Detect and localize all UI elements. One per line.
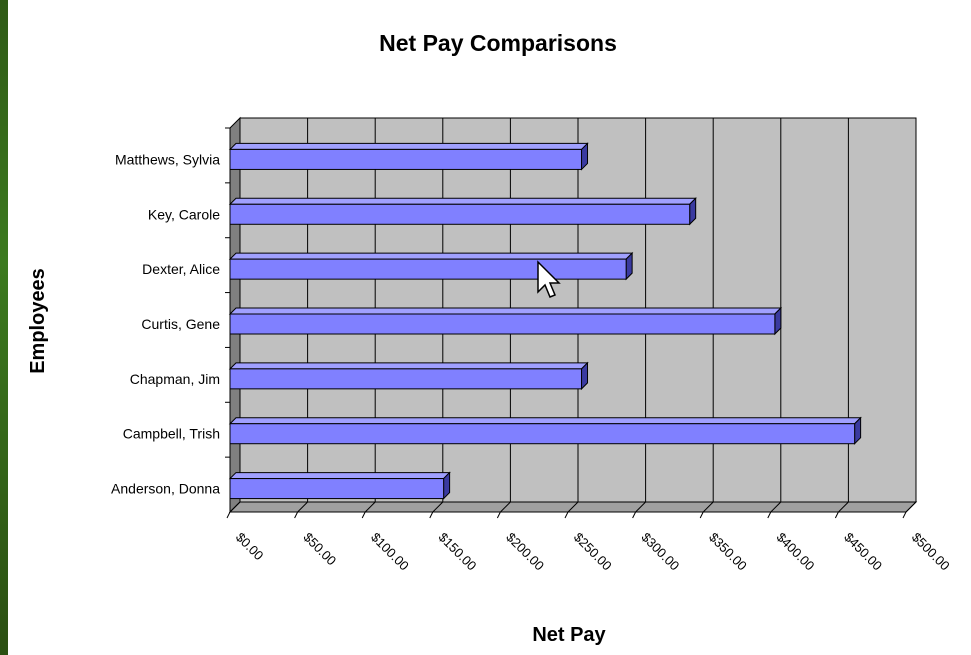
bar xyxy=(228,416,862,445)
x-tick-mark xyxy=(496,511,501,519)
x-tick-label: $250.00 xyxy=(571,530,615,574)
floor-gridline xyxy=(567,501,579,513)
x-tick-label: $0.00 xyxy=(233,530,267,564)
bar-top xyxy=(228,362,589,370)
bar-top xyxy=(228,252,634,260)
bar-front xyxy=(229,368,583,390)
x-tick-label: $400.00 xyxy=(774,530,818,574)
floor-gridline xyxy=(297,501,308,513)
floor-gridline xyxy=(770,501,782,513)
bar-front xyxy=(229,148,583,170)
floor-gridline xyxy=(229,501,241,513)
bar-front xyxy=(229,313,776,335)
floor-gridline xyxy=(635,501,646,513)
bar-top xyxy=(228,417,862,425)
chart-frame: Net Pay Comparisons Employees Net Pay Ma… xyxy=(8,0,971,655)
bar-front xyxy=(229,478,445,500)
x-tick-label: $450.00 xyxy=(841,530,885,574)
floor-gridline xyxy=(838,501,849,513)
bar-front xyxy=(229,258,627,280)
floor-gridline xyxy=(500,501,511,513)
bars xyxy=(228,142,862,500)
x-tick-mark xyxy=(699,511,704,519)
category-label: Curtis, Gene xyxy=(141,316,220,332)
mouse-pointer-icon xyxy=(537,260,561,298)
x-tick-label: $50.00 xyxy=(300,530,339,569)
x-tick-mark xyxy=(632,511,637,519)
x-tick-mark xyxy=(834,511,839,519)
bar-top xyxy=(228,307,783,315)
bar-top xyxy=(228,472,451,480)
bar xyxy=(228,361,589,391)
category-label: Key, Carole xyxy=(148,206,220,222)
category-label: Matthews, Sylvia xyxy=(115,151,220,167)
bar xyxy=(228,306,783,336)
bar-front xyxy=(229,203,691,225)
y-axis-label: Employees xyxy=(27,268,49,374)
bar-front xyxy=(229,423,856,445)
bar xyxy=(228,142,589,171)
x-tick-label: $500.00 xyxy=(909,530,953,574)
x-tick-label: $100.00 xyxy=(368,530,412,574)
floor-gridline xyxy=(432,501,444,513)
category-label: Chapman, Jim xyxy=(130,371,220,387)
bar xyxy=(228,197,697,226)
category-label: Dexter, Alice xyxy=(142,261,220,277)
chart: Net Pay Comparisons Employees Net Pay Ma… xyxy=(27,30,953,646)
x-tick-mark xyxy=(361,511,366,519)
x-axis-label: Net Pay xyxy=(532,624,606,646)
x-tick-mark xyxy=(429,511,434,519)
bar-top xyxy=(228,197,697,205)
bar-top xyxy=(228,142,589,150)
x-tick-mark xyxy=(294,511,299,519)
category-label: Campbell, Trish xyxy=(123,426,220,442)
x-tick-mark xyxy=(902,511,907,519)
category-label: Anderson, Donna xyxy=(111,481,220,497)
x-tick-label: $350.00 xyxy=(706,530,750,574)
x-tick-label: $200.00 xyxy=(503,530,547,574)
floor-gridline xyxy=(364,501,376,513)
chart-title: Net Pay Comparisons xyxy=(379,30,617,56)
x-ticks: $0.00 $50.00 $100.00 $150.00 $200.00 $250.00 $… xyxy=(226,511,953,574)
floor-gridline xyxy=(702,501,714,513)
category-labels: Matthews, Sylvia Key, Carole Dexter, Alice… xyxy=(111,127,230,497)
x-tick-mark xyxy=(767,511,772,519)
bar xyxy=(228,251,634,281)
x-tick-label: $300.00 xyxy=(638,530,682,574)
bar xyxy=(228,471,451,500)
x-tick-mark xyxy=(564,511,569,519)
x-tick-label: $150.00 xyxy=(436,530,480,574)
x-tick-mark xyxy=(226,511,231,519)
floor-gridline xyxy=(905,501,917,513)
